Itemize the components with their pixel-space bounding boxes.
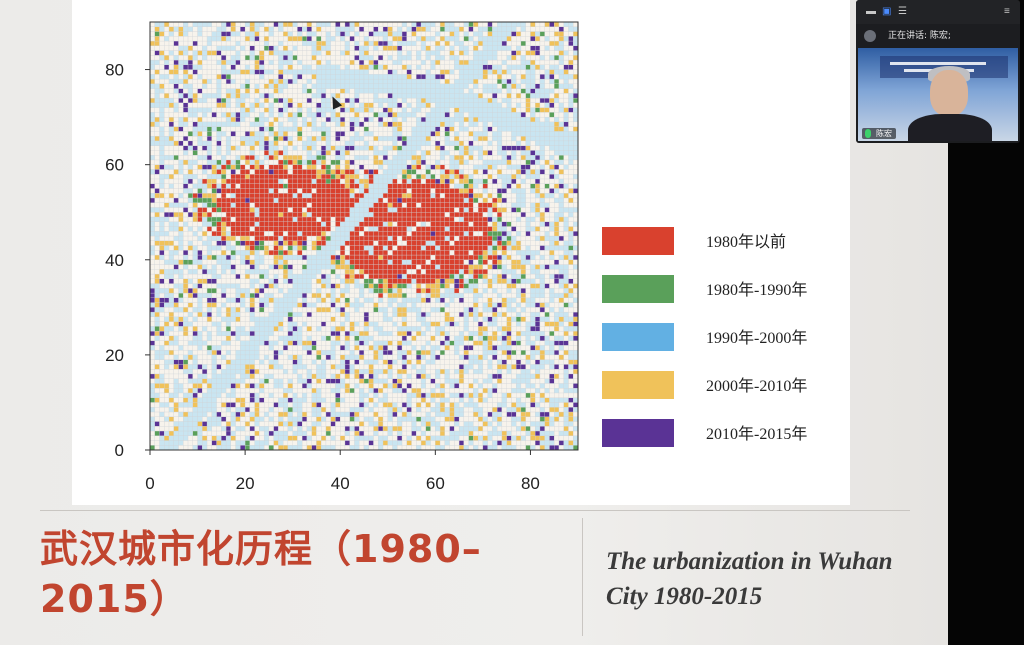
horizontal-divider <box>40 510 910 511</box>
chart-axes: 0 20 40 60 80 0 20 40 60 80 <box>105 21 579 493</box>
legend-label: 2000年-2010年 <box>706 377 807 395</box>
y-tick-label: 20 <box>105 346 124 365</box>
legend-swatch <box>602 227 674 255</box>
legend-swatch <box>602 275 674 303</box>
speaker-avatar-icon <box>864 30 876 42</box>
participant-name-tag: 陈宏 <box>862 128 896 139</box>
y-tick-label: 60 <box>105 156 124 175</box>
legend-label: 2010年-2015年 <box>706 425 807 443</box>
chart-legend: 1980年以前 1980年-1990年 1990年-2000年 2000年-2010年… <box>602 227 807 447</box>
legend-label: 1990年-2000年 <box>706 329 807 347</box>
gallery-view-icon[interactable]: ▣ <box>882 6 892 17</box>
x-tick-label: 0 <box>145 474 154 493</box>
microphone-icon <box>865 129 871 138</box>
speaking-label: 正在讲话: 陈宏; <box>888 31 951 41</box>
person-face <box>930 70 968 116</box>
vertical-divider <box>582 518 583 636</box>
person-body <box>908 114 992 141</box>
participant-video[interactable]: 陈宏 <box>858 48 1018 141</box>
video-panel-toolbar: ▬ ▣ ☰ ≡ <box>856 0 1020 24</box>
presentation-slide: 0 20 40 60 80 0 20 40 60 80 1980年以前 1980年-1990年 199… <box>0 0 948 645</box>
y-tick-label: 80 <box>105 61 124 80</box>
map-cells <box>149 21 579 451</box>
legend-swatch <box>602 323 674 351</box>
legend-swatch <box>602 419 674 447</box>
minimize-icon[interactable]: ▬ <box>866 6 876 17</box>
video-panel[interactable]: ▬ ▣ ☰ ≡ 正在讲话: 陈宏; 陈宏 <box>856 0 1020 143</box>
plot-frame <box>149 21 579 451</box>
x-tick-label: 20 <box>236 474 255 493</box>
slide-title-english: The urbanization in Wuhan City 1980-2015 <box>606 548 893 610</box>
list-view-icon[interactable]: ☰ <box>898 6 907 17</box>
x-tick-label: 40 <box>331 474 350 493</box>
legend-swatch <box>602 371 674 399</box>
participant-name: 陈宏 <box>876 129 892 138</box>
urbanization-map-chart: 0 20 40 60 80 0 20 40 60 80 1980年以前 1980年-1990年 199… <box>105 21 807 493</box>
legend-label: 1980年-1990年 <box>706 281 807 299</box>
y-tick-label: 40 <box>105 251 124 270</box>
chart-card: 0 20 40 60 80 0 20 40 60 80 1980年以前 1980年-1990年 199… <box>72 0 850 505</box>
y-tick-label: 0 <box>115 441 124 460</box>
x-tick-label: 80 <box>521 474 540 493</box>
slide-title-chinese: 武汉城市化历程（1980–2015） <box>40 527 482 621</box>
legend-label: 1980年以前 <box>706 233 786 251</box>
active-speaker-bar: 正在讲话: 陈宏; <box>856 26 1020 46</box>
more-options-icon[interactable]: ≡ <box>1004 6 1010 17</box>
x-tick-label: 60 <box>426 474 445 493</box>
